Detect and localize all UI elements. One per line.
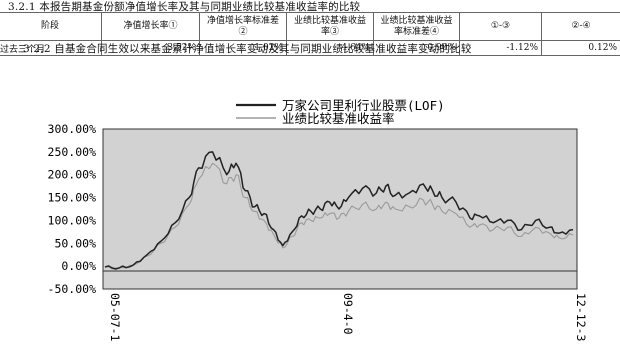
section-heading-3-2-1: 3.2.1 本报告期基金份额净值增长率及其与同期业绩比较基准收益率的比较 xyxy=(8,1,361,13)
table-cell: 4.64% xyxy=(286,40,374,56)
column-header: 净值增长率标准差② xyxy=(199,12,287,41)
table-cell: 0.12% xyxy=(541,40,620,56)
table-row: 过去三个月 3.52% 1.02% 4.64% 0.90% -1.12% 0.1… xyxy=(0,40,620,56)
column-header: 净值增长率① xyxy=(101,12,200,41)
y-tick-label: 0.00% xyxy=(61,259,96,273)
y-tick-label: 200.00% xyxy=(48,168,97,182)
legend-label-fund: 万家公司里利行业股票(LOF) xyxy=(282,98,445,113)
table-cell: 3.52% xyxy=(101,40,200,56)
column-header: 业绩比较基准收益率③ xyxy=(286,12,374,41)
performance-table: 阶段 净值增长率① 净值增长率标准差② 业绩比较基准收益率③ 业绩比较基准收益率… xyxy=(0,12,620,56)
y-tick-label: 50.00% xyxy=(54,236,96,250)
section-heading-3-2-2: 3.2.2 自基金合同生效以来基金累计净值增长率变动及其与同期业绩比较基准收益率… xyxy=(23,43,472,55)
y-tick-label: 300.00% xyxy=(48,122,97,136)
series-line-benchmark xyxy=(104,162,574,270)
column-header: ②-④ xyxy=(541,12,620,41)
chart-legend: 万家公司里利行业股票(LOF) 业绩比较基准收益率 xyxy=(236,98,445,126)
table-cell: 0.90% xyxy=(373,40,460,56)
y-tick-label: 100.00% xyxy=(48,213,97,227)
y-tick-label: 250.00% xyxy=(48,145,97,159)
column-header: 业绩比较基准收益率标准差④ xyxy=(373,12,460,41)
y-tick-label: -50.00% xyxy=(48,282,97,296)
x-tick-label: 12-12-3 xyxy=(574,293,588,342)
series-line-fund xyxy=(104,151,574,270)
plot-area xyxy=(102,128,578,290)
legend-label-benchmark: 业绩比较基准收益率 xyxy=(282,111,395,126)
table-header-row: 阶段 净值增长率① 净值增长率标准差② 业绩比较基准收益率③ 业绩比较基准收益率… xyxy=(0,12,620,41)
y-tick-label: 150.00% xyxy=(48,191,97,205)
x-tick-label: 09-4-0 xyxy=(341,293,355,335)
x-tick-label: 05-07-1 xyxy=(108,293,122,342)
cumulative-return-chart: 300.00% 250.00% 200.00% 150.00% 100.00% 50.00… xyxy=(48,98,588,342)
column-header: 阶段 xyxy=(0,12,102,41)
column-header: ①-③ xyxy=(459,12,542,41)
